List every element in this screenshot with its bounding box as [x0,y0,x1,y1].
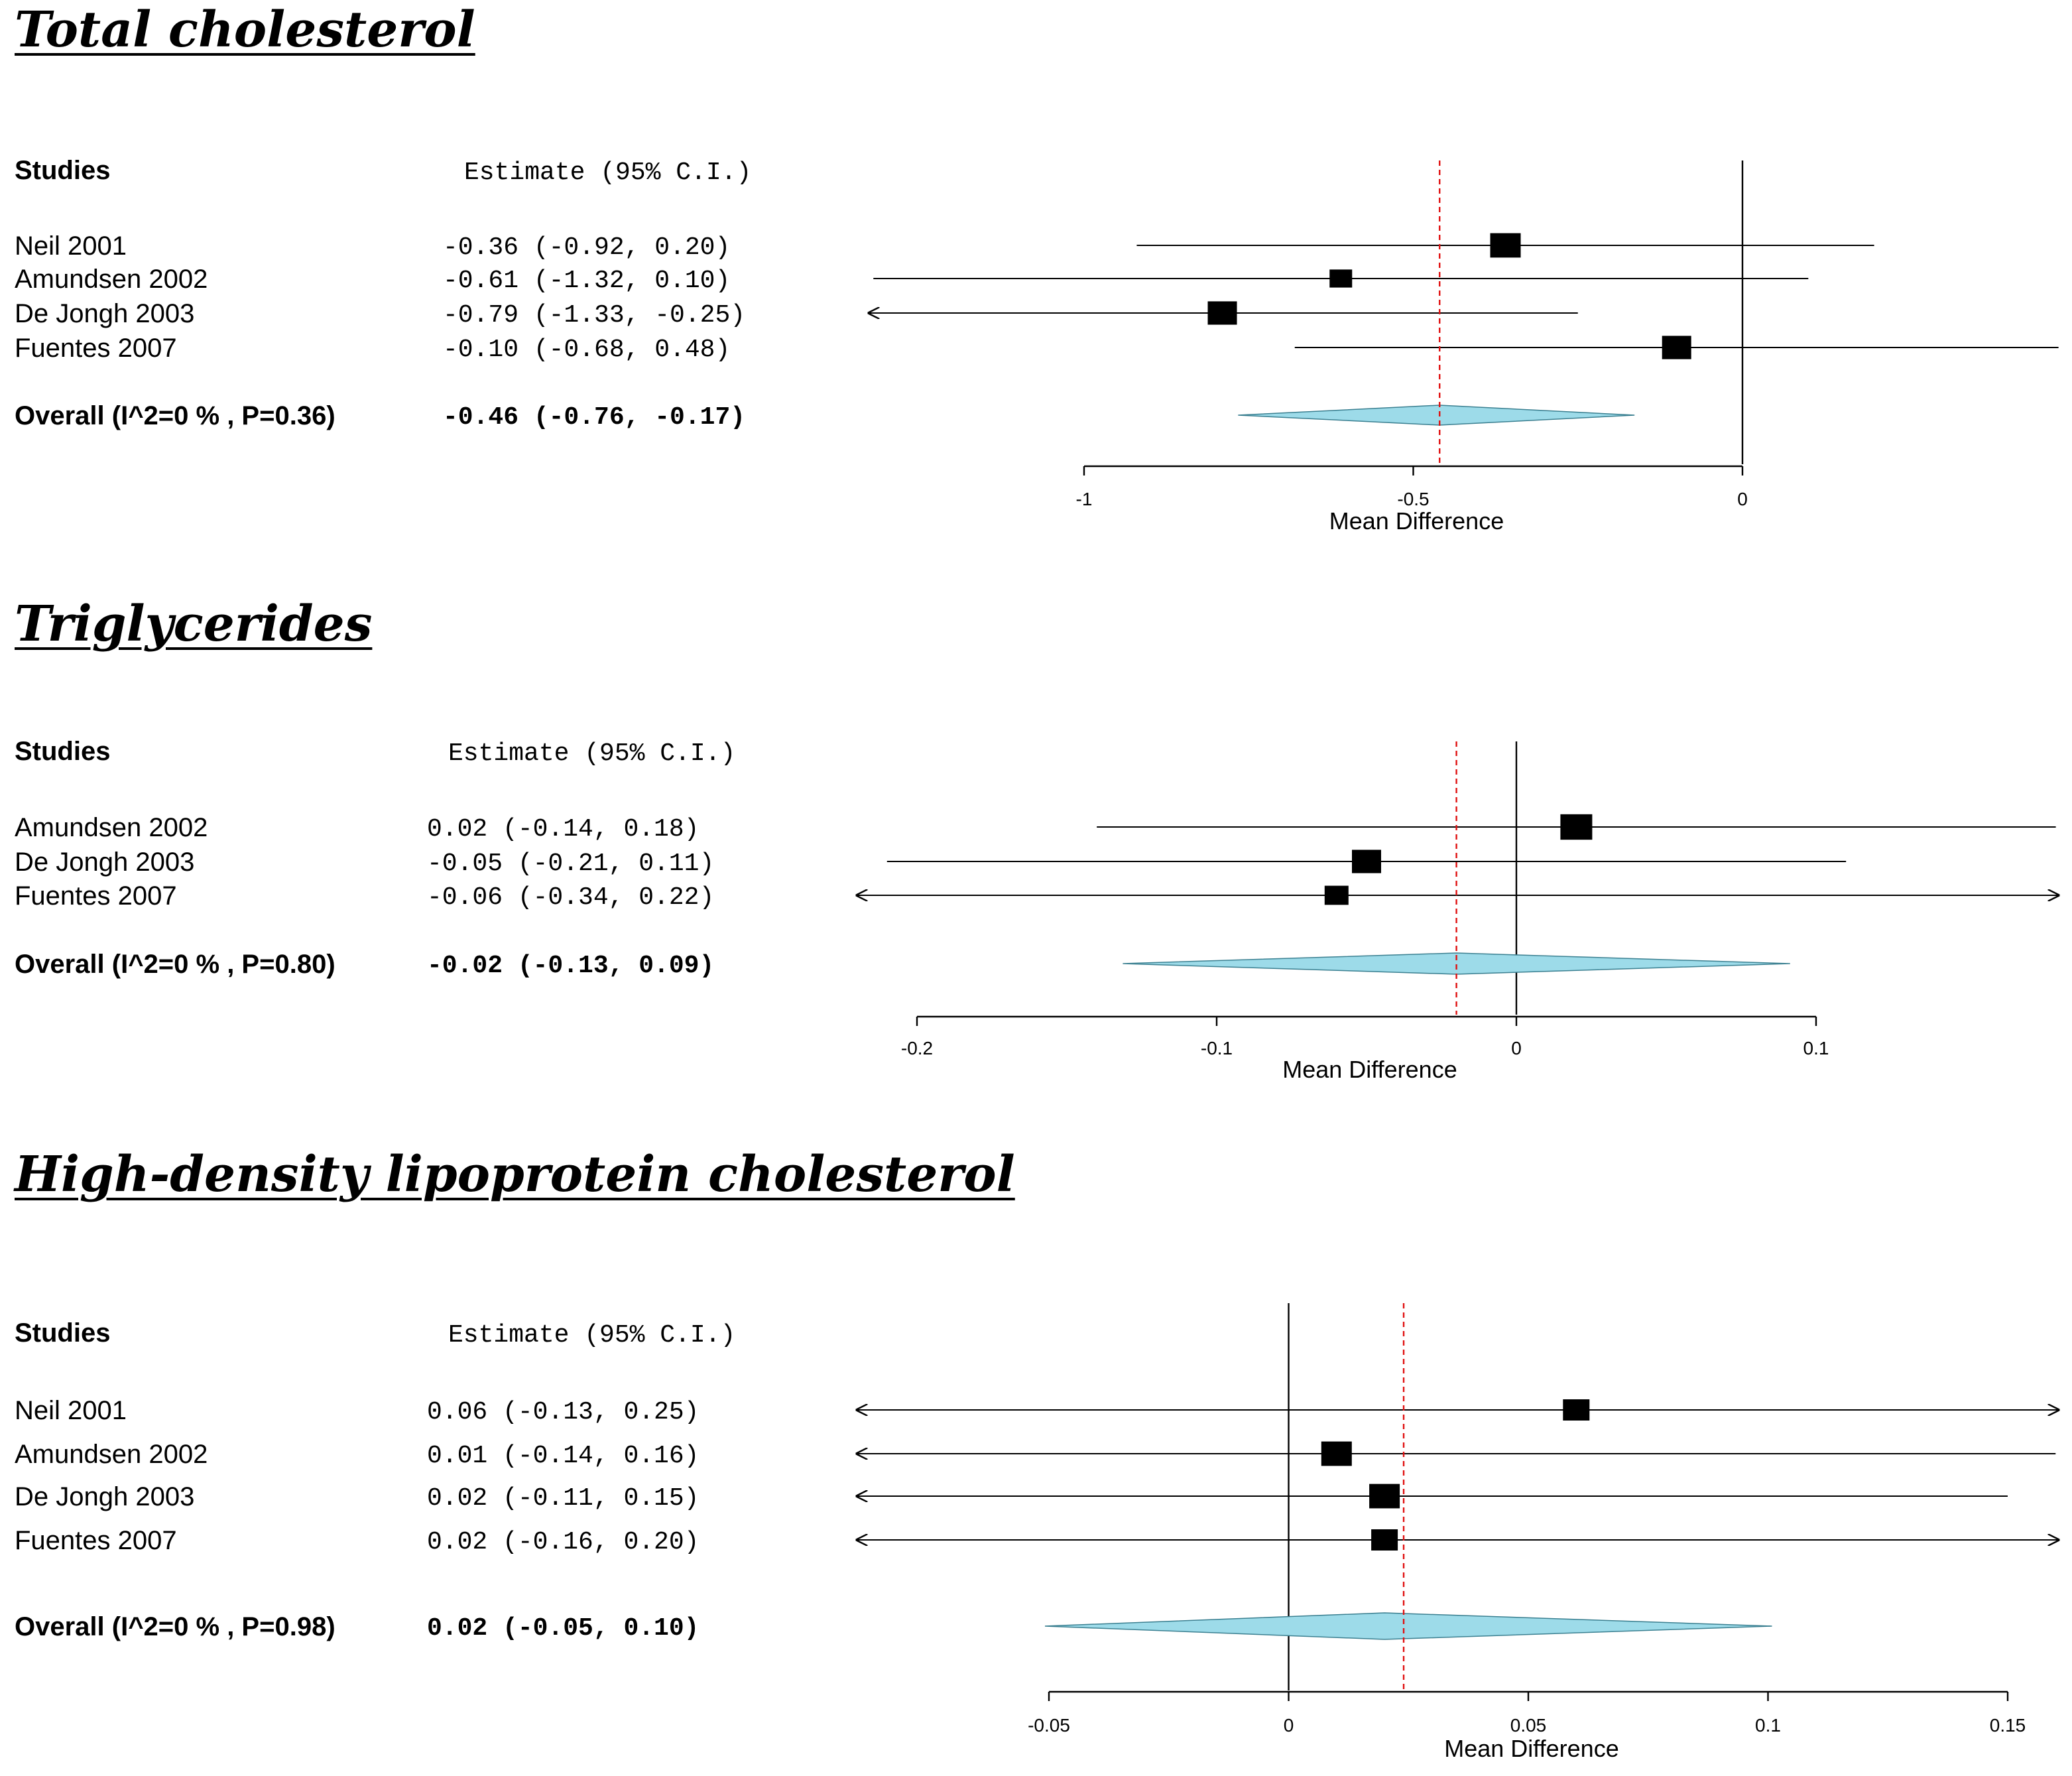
study-name: Amundsen 2002 [15,265,208,294]
study-estimate-ci: 0.02 (-0.11, 0.15) [427,1484,699,1513]
study-estimate-ci: 0.01 (-0.14, 0.16) [427,1442,699,1470]
overall-estimate-ci: 0.02 (-0.05, 0.10) [427,1614,699,1643]
study-name: Neil 2001 [15,1396,127,1425]
study-name: De Jongh 2003 [15,1482,194,1511]
x-tick-label: 0 [1737,489,1748,509]
study-name: Amundsen 2002 [15,813,208,842]
study-weight-box [1560,814,1593,840]
study-weight-box [1662,336,1691,359]
x-axis: -1 -0.5 0 Mean Difference [1076,465,1748,535]
forest-section-total-cholesterol: Total cholesterol Studies Estimate (95% C… [0,0,2072,577]
forest-plot: Studies Estimate (95% C.I.) Neil 2001 0.06… [15,1303,2072,1762]
x-tick-label: 0 [1511,1038,1522,1058]
study-weight-box [1324,885,1349,905]
study-estimate-ci: -0.36 (-0.92, 0.20) [443,233,730,262]
overall-diamond [1238,405,1635,426]
studies-header: Studies [15,156,110,185]
estimate-header: Estimate (95% C.I.) [448,739,735,768]
study-estimate-ci: 0.06 (-0.13, 0.25) [427,1398,699,1427]
forest-section-hdl-cholesterol: High-density lipoprotein cholesterol Stu… [0,1137,2072,1776]
study-weight-box [1371,1529,1398,1551]
study-weight-box [1352,850,1381,873]
forest-section-triglycerides: Triglycerides Studies Estimate (95% C.I.)… [0,584,2072,1114]
study-weight-box [1369,1484,1400,1509]
study-weight-box [1207,301,1237,325]
study-name: De Jongh 2003 [15,848,194,877]
study-row: Amundsen 2002 0.02 (-0.14, 0.18) [15,813,2056,844]
x-tick-label: 0.15 [1990,1715,2026,1736]
study-estimate-ci: -0.61 (-1.32, 0.10) [443,267,730,295]
study-row: Fuentes 2007 0.02 (-0.16, 0.20) [15,1526,2059,1556]
x-tick-label: 0.05 [1510,1715,1547,1736]
study-row: Fuentes 2007 -0.10 (-0.68, 0.48) [15,334,2059,364]
study-name: Neil 2001 [15,231,127,261]
x-tick-label: -1 [1076,489,1093,509]
forest-plot: Studies Estimate (95% C.I.) Neil 2001 -0.36… [15,156,2059,535]
study-estimate-ci: -0.05 (-0.21, 0.11) [427,850,714,878]
overall-diamond [1123,952,1790,975]
study-row: Amundsen 2002 -0.61 (-1.32, 0.10) [15,265,1809,295]
study-row: Neil 2001 -0.36 (-0.92, 0.20) [15,231,1874,262]
study-name: Fuentes 2007 [15,334,177,363]
x-tick-label: 0.1 [1755,1715,1781,1736]
overall-row: Overall (I^2=0 % , P=0.36) -0.46 (-0.76, … [15,401,1635,432]
study-row: De Jongh 2003 -0.05 (-0.21, 0.11) [15,848,1847,878]
study-row: Amundsen 2002 0.01 (-0.14, 0.16) [15,1440,2056,1470]
forest-plot: Studies Estimate (95% C.I.) Amundsen 2002 … [15,737,2072,1083]
overall-estimate-ci: -0.46 (-0.76, -0.17) [443,403,745,432]
study-row: De Jongh 2003 0.02 (-0.11, 0.15) [15,1482,2008,1513]
overall-label: Overall (I^2=0 % , P=0.36) [15,401,335,430]
study-name: De Jongh 2003 [15,299,194,328]
study-estimate-ci: -0.79 (-1.33, -0.25) [443,301,745,330]
study-name: Amundsen 2002 [15,1440,208,1469]
study-weight-box [1329,269,1353,288]
section-title: Triglycerides [15,596,373,653]
overall-diamond [1044,1612,1772,1640]
study-estimate-ci: -0.06 (-0.34, 0.22) [427,883,714,912]
x-axis: -0.2 -0.1 0 0.1 Mean Difference [901,1015,1829,1083]
studies-header: Studies [15,1318,110,1348]
x-tick-label: -0.5 [1397,489,1429,509]
study-name: Fuentes 2007 [15,1526,177,1555]
x-tick-label: -0.05 [1028,1715,1070,1736]
study-weight-box [1490,233,1521,258]
study-estimate-ci: 0.02 (-0.16, 0.20) [427,1528,699,1556]
study-weight-box [1563,1399,1590,1421]
studies-header: Studies [15,737,110,766]
x-tick-label: -0.2 [901,1038,933,1058]
x-axis-title: Mean Difference [1329,507,1504,535]
estimate-header: Estimate (95% C.I.) [464,159,751,187]
x-axis-title: Mean Difference [1444,1735,1618,1762]
study-estimate-ci: -0.10 (-0.68, 0.48) [443,336,730,364]
study-row: Neil 2001 0.06 (-0.13, 0.25) [15,1396,2059,1427]
study-weight-box [1321,1441,1352,1466]
overall-row: Overall (I^2=0 % , P=0.80) -0.02 (-0.13, … [15,950,1790,980]
overall-row: Overall (I^2=0 % , P=0.98) 0.02 (-0.05, … [15,1612,1772,1643]
study-estimate-ci: 0.02 (-0.14, 0.18) [427,815,699,844]
x-tick-label: 0 [1284,1715,1294,1736]
study-name: Fuentes 2007 [15,881,177,911]
x-tick-label: -0.1 [1201,1038,1233,1058]
overall-estimate-ci: -0.02 (-0.13, 0.09) [427,952,714,980]
study-row: Fuentes 2007 -0.06 (-0.34, 0.22) [15,881,2059,912]
x-axis-title: Mean Difference [1282,1056,1457,1083]
section-title: Total cholesterol [15,1,475,58]
study-row: De Jongh 2003 -0.79 (-1.33, -0.25) [15,299,1578,330]
section-title: High-density lipoprotein cholesterol [15,1146,1015,1203]
estimate-header: Estimate (95% C.I.) [448,1321,735,1350]
overall-label: Overall (I^2=0 % , P=0.98) [15,1612,335,1641]
x-axis: -0.05 0 0.05 0.1 0.15 Mean Difference [1028,1690,2026,1762]
overall-label: Overall (I^2=0 % , P=0.80) [15,950,335,979]
x-tick-label: 0.1 [1803,1038,1829,1058]
